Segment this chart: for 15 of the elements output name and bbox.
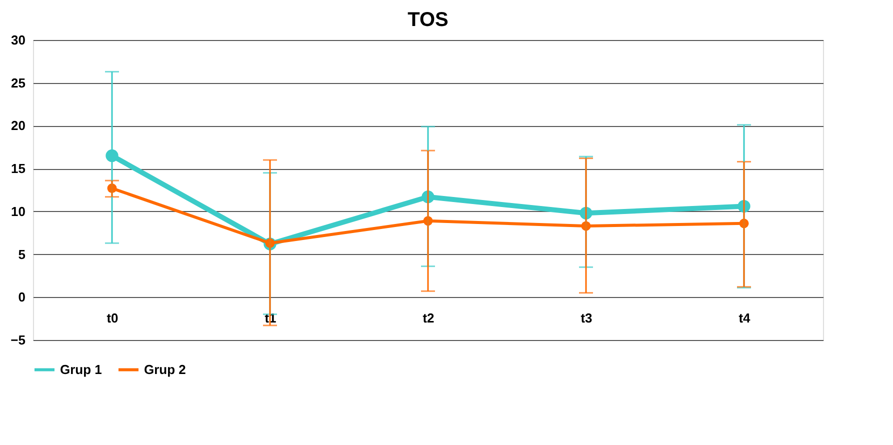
- legend-label: Grup 1: [60, 362, 102, 377]
- y-tick-label: 25: [11, 75, 26, 90]
- x-tick-label: t4: [738, 310, 752, 326]
- x-tick-label: t2: [422, 310, 434, 326]
- y-tick-label: −5: [10, 332, 26, 348]
- y-tick-label: 10: [11, 204, 26, 219]
- y-tick-label: 30: [11, 32, 26, 48]
- y-tick-label: 5: [18, 246, 26, 262]
- y-tick-label: 20: [11, 118, 26, 134]
- x-tick-label: t3: [580, 310, 592, 326]
- legend-label: Grup 2: [144, 362, 186, 377]
- y-tick-label: 0: [18, 290, 26, 305]
- y-tick-label: 15: [11, 161, 26, 176]
- chart-title: TOS: [408, 9, 448, 31]
- x-tick-label: t0: [106, 310, 118, 326]
